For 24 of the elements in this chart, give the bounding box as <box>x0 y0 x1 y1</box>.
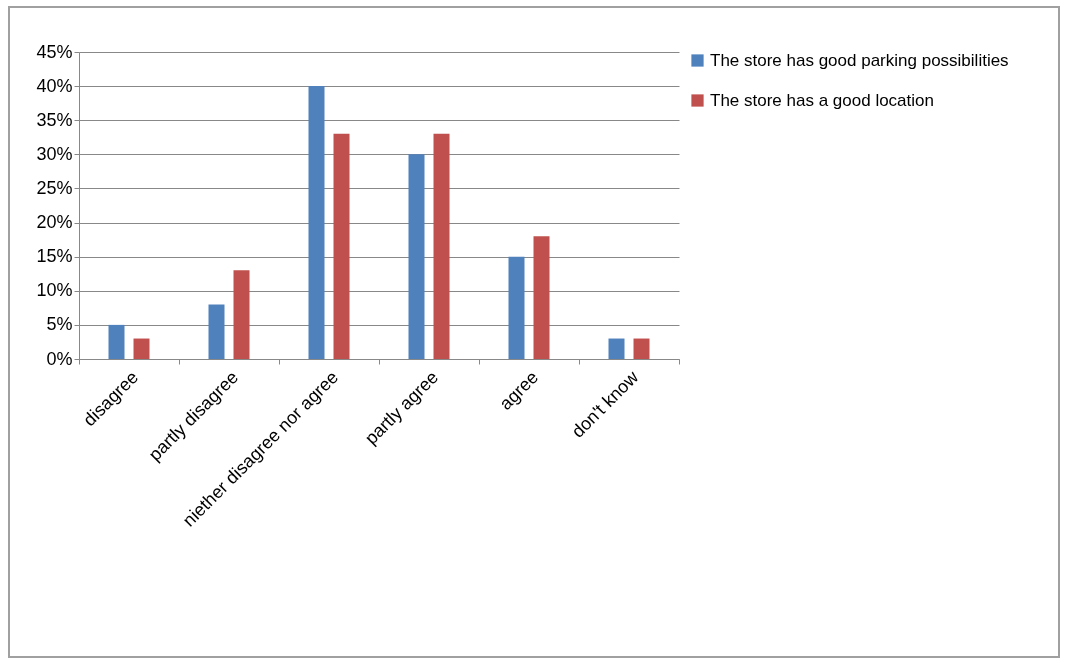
bar <box>208 304 225 359</box>
y-tick-label: 10% <box>36 280 73 301</box>
y-tick-label: 25% <box>36 177 73 198</box>
bar <box>533 236 550 359</box>
y-tick-label: 0% <box>46 348 73 369</box>
bar <box>308 86 325 359</box>
bar <box>433 133 450 359</box>
y-tick-label: 45% <box>36 41 73 62</box>
bar <box>133 338 150 359</box>
bar <box>333 133 350 359</box>
bar <box>508 256 525 359</box>
y-tick-label: 35% <box>36 109 73 130</box>
bar <box>408 154 425 359</box>
bar <box>608 338 625 359</box>
y-tick-label: 15% <box>36 246 73 267</box>
y-tick-label: 30% <box>36 143 73 164</box>
legend-label: The store has a good location <box>710 90 934 110</box>
bar <box>633 338 650 359</box>
y-tick-label: 40% <box>36 75 73 96</box>
y-tick-label: 5% <box>46 314 73 335</box>
y-tick-label: 20% <box>36 212 73 233</box>
bar <box>108 324 125 359</box>
bar <box>233 270 250 359</box>
legend-label: The store has good parking possibilities <box>710 50 1009 70</box>
